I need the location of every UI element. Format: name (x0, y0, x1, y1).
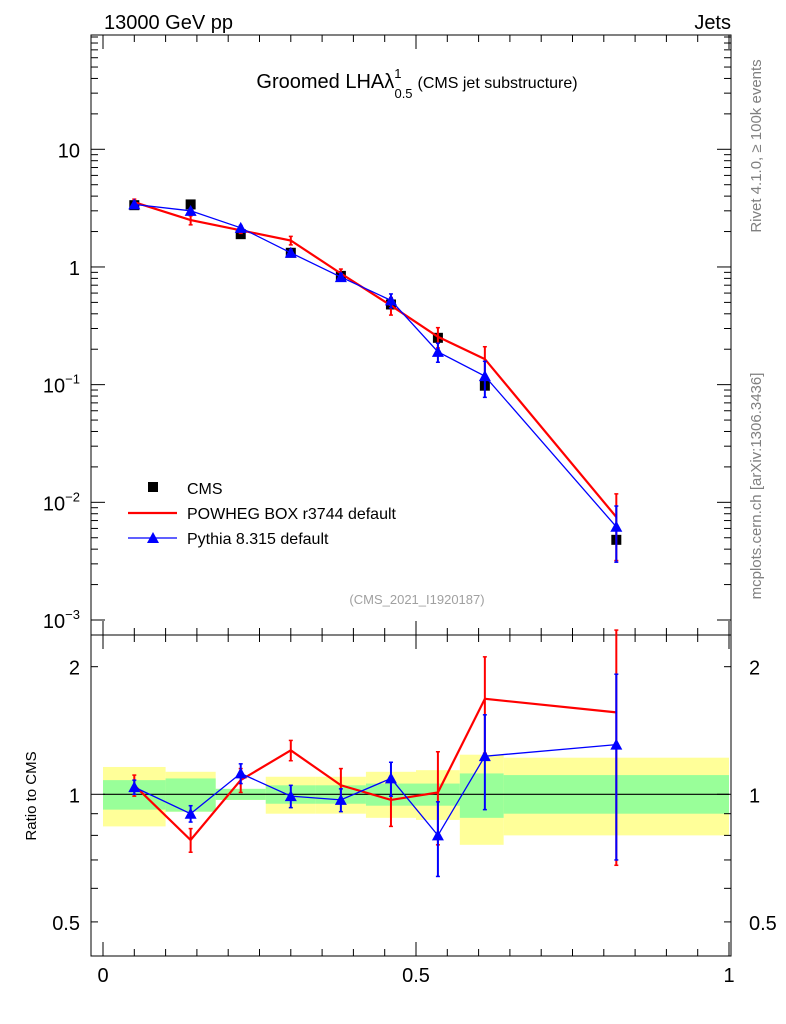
ratio-pythia-point (610, 738, 623, 750)
ratio-ticks (91, 635, 731, 956)
ratio-y-tick-label-left: 1 (69, 785, 80, 807)
main-y-tick-label: 10−1 (43, 372, 80, 398)
pythia-point (128, 198, 141, 210)
legend: CMS POWHEG BOX r3744 default Pythia 8.31… (128, 481, 397, 548)
cms-point (185, 199, 196, 210)
header-collision: 13000 GeV pp (104, 12, 233, 34)
ratio-pythia-point (284, 790, 297, 802)
ratio-y-tick-label-left: 0.5 (52, 913, 80, 935)
pythia-point (610, 520, 623, 532)
main-title-subscript: 0.5 (394, 86, 412, 101)
legend-marker-pythia (147, 532, 159, 543)
pythia-point (478, 370, 491, 382)
header-category: Jets (694, 12, 731, 34)
ratio-pythia-point (184, 807, 197, 819)
main-title: Groomed LHAλ1 0.5 (CMS jet substructure) (256, 66, 577, 101)
pythia-point (284, 246, 297, 258)
x-tick-label: 1 (723, 965, 734, 987)
main-y-tick-label: 10−3 (43, 607, 80, 633)
ratio-frame (90, 634, 732, 957)
legend-label-powheg: POWHEG BOX r3744 default (187, 506, 397, 523)
ratio-pythia-point (431, 829, 444, 841)
powheg-line (133, 201, 618, 518)
main-title-text: Groomed LHA (256, 71, 384, 93)
pythia-line (134, 203, 617, 528)
x-tick-label: 0 (97, 965, 108, 987)
pythia-point (384, 294, 397, 306)
main-y-ticks (91, 35, 731, 635)
ratio-y-tick-label-right: 1 (749, 785, 760, 807)
x-tick-label: 0.5 (402, 965, 430, 987)
legend-label-cms: CMS (187, 481, 223, 498)
main-panel: 10 1 10−1 10−2 10−3 (43, 34, 732, 636)
pythia-point (234, 221, 247, 233)
pythia-point (431, 345, 444, 357)
ratio-band-inner (459, 773, 504, 818)
ratio-pythia-point (234, 767, 247, 779)
analysis-label: (CMS_2021_I1920187) (349, 592, 484, 607)
cms-point (235, 229, 246, 240)
ratio-y-tick-label-right: 0.5 (749, 913, 777, 935)
main-title-symbol: λ (384, 71, 394, 93)
ratio-pythia-point (478, 750, 491, 762)
ratio-y-axis-label: Ratio to CMS (23, 751, 40, 840)
legend-label-pythia: Pythia 8.315 default (187, 531, 329, 548)
rivet-version-label: Rivet 4.1.0, ≥ 100k events (748, 59, 765, 232)
legend-marker-cms (148, 482, 158, 492)
main-y-tick-label: 1 (69, 258, 80, 280)
pythia-point (184, 204, 197, 216)
main-y-tick-label: 10 (58, 140, 80, 162)
ratio-pythia-point (384, 772, 397, 784)
ratio-y-tick-label-left: 2 (69, 658, 80, 680)
main-y-tick-label: 10−2 (43, 489, 80, 515)
mcplots-label: mcplots.cern.ch [arXiv:1306.3436] (748, 373, 765, 600)
ratio-panel: 2 2 1 1 0.5 0.5 0 0.5 1 (52, 629, 777, 987)
ratio-y-tick-label-right: 2 (749, 658, 760, 680)
pythia-point (334, 271, 347, 283)
main-title-superscript: 1 (394, 66, 401, 81)
ratio-pythia-point (334, 793, 347, 805)
main-title-suffix: (CMS jet substructure) (418, 75, 578, 92)
ratio-pythia-point (128, 781, 141, 793)
